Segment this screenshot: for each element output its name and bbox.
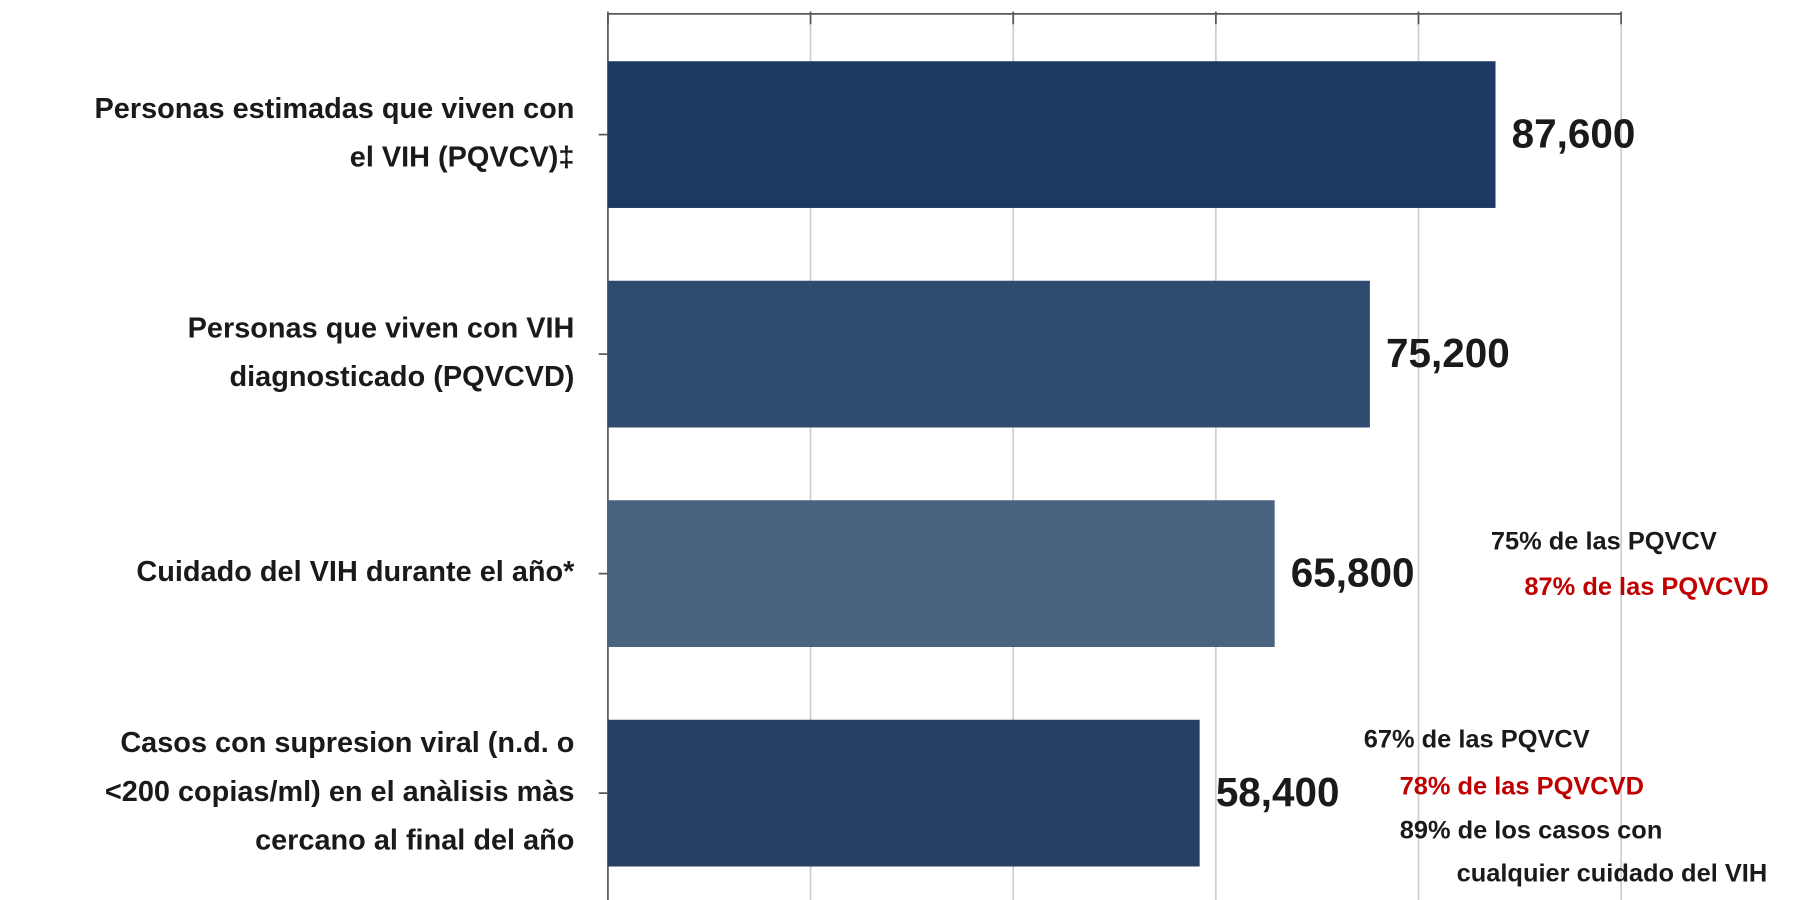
category-label: el VIH (PQVCV)‡ bbox=[350, 141, 575, 173]
category-label: diagnosticado (PQVCVD) bbox=[229, 361, 574, 393]
annotation: 75% de las PQVCV bbox=[1491, 528, 1717, 556]
value-label: 58,400 bbox=[1216, 769, 1340, 815]
value-label: 65,800 bbox=[1291, 550, 1415, 596]
category-label: <200 copias/ml) en el anàlisis màs bbox=[105, 776, 574, 808]
bar bbox=[607, 719, 1200, 867]
annotation: 89% de los casos con bbox=[1400, 817, 1663, 845]
bar bbox=[607, 280, 1370, 428]
category-label: Casos con supresion viral (n.d. o bbox=[120, 727, 574, 759]
bar bbox=[607, 500, 1275, 647]
value-label: 75,200 bbox=[1386, 330, 1510, 376]
annotation: cualquier cuidado del VIH bbox=[1457, 859, 1768, 887]
annotation: 67% de las PQVCV bbox=[1364, 725, 1590, 753]
value-label: 87,600 bbox=[1512, 111, 1636, 157]
annotation: 87% de las PQVCVD bbox=[1524, 573, 1768, 601]
category-label: cercano al final del año bbox=[255, 824, 574, 856]
category-label: Personas estimadas que viven con bbox=[95, 93, 575, 125]
category-label: Cuidado del VIH durante el año* bbox=[136, 556, 575, 588]
category-label: Personas que viven con VIH bbox=[188, 312, 575, 344]
bar bbox=[607, 61, 1496, 208]
annotation: 78% de las PQVCVD bbox=[1400, 773, 1644, 801]
